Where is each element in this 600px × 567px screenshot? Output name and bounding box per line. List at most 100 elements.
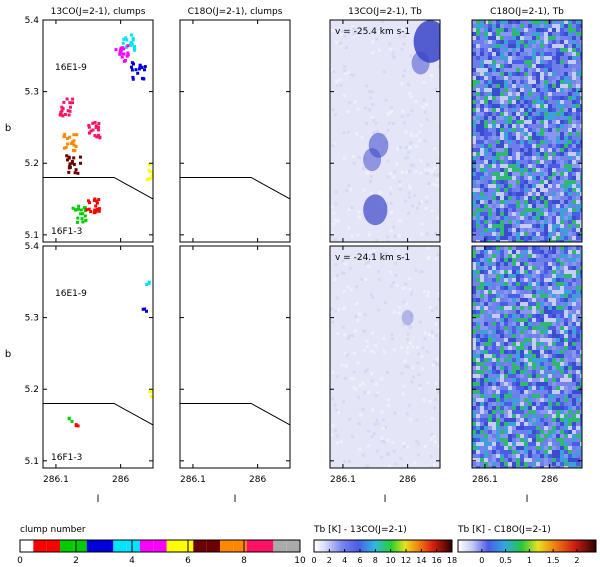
- noise-pixel: [524, 342, 528, 346]
- noise-pixel: [484, 52, 488, 56]
- noise-pixel: [544, 362, 548, 366]
- noise-pixel: [536, 80, 540, 84]
- clump-pixel: [89, 129, 93, 133]
- noise-pixel: [528, 314, 532, 318]
- noise-pixel: [572, 402, 576, 406]
- noise-pixel: [484, 458, 488, 462]
- noise-pixel: [492, 450, 496, 454]
- noise-pixel: [374, 393, 378, 397]
- noise-pixel: [512, 254, 516, 258]
- noise-pixel: [508, 438, 512, 442]
- noise-pixel: [560, 48, 564, 52]
- noise-pixel: [580, 116, 582, 120]
- noise-pixel: [508, 48, 512, 52]
- noise-pixel: [512, 270, 516, 274]
- noise-pixel: [548, 422, 552, 426]
- noise-pixel: [560, 358, 564, 362]
- noise-pixel: [480, 112, 484, 116]
- noise-pixel: [412, 375, 415, 379]
- field-boundary-line: [180, 177, 290, 200]
- noise-pixel: [544, 426, 548, 430]
- velocity-label: v = -25.4 km s-1: [335, 27, 410, 37]
- noise-pixel: [363, 277, 367, 281]
- noise-pixel: [560, 250, 564, 254]
- panel-frame: [329, 19, 441, 243]
- noise-pixel: [540, 398, 544, 402]
- noise-pixel: [508, 270, 512, 274]
- noise-pixel: [484, 80, 488, 84]
- noise-pixel: [552, 318, 556, 322]
- noise-pixel: [340, 271, 344, 275]
- noise-pixel: [544, 346, 548, 350]
- noise-pixel: [540, 454, 544, 458]
- noise-pixel: [524, 212, 528, 216]
- noise-pixel: [572, 148, 576, 152]
- noise-pixel: [512, 278, 516, 282]
- x-tick-label: 286.1: [472, 475, 498, 485]
- noise-pixel: [401, 286, 405, 290]
- clump-pixel: [145, 309, 148, 313]
- noise-pixel: [524, 40, 528, 44]
- noise-pixel: [536, 294, 540, 298]
- noise-pixel: [375, 129, 379, 133]
- noise-pixel: [504, 156, 508, 160]
- noise-pixel: [512, 390, 516, 394]
- clump-pixel: [147, 162, 151, 166]
- noise-pixel: [572, 306, 576, 310]
- noise-pixel: [560, 168, 564, 172]
- noise-pixel: [560, 180, 564, 184]
- noise-pixel: [524, 442, 528, 446]
- noise-pixel: [508, 466, 512, 468]
- noise-pixel: [504, 406, 508, 410]
- noise-pixel: [580, 64, 582, 68]
- noise-pixel: [556, 458, 560, 462]
- noise-pixel: [544, 24, 548, 28]
- noise-pixel: [472, 406, 476, 410]
- noise-pixel: [492, 434, 496, 438]
- noise-pixel: [351, 25, 355, 29]
- noise-pixel: [480, 330, 484, 334]
- noise-pixel: [580, 120, 582, 124]
- noise-pixel: [540, 68, 544, 72]
- noise-pixel: [568, 72, 572, 76]
- noise-pixel: [548, 164, 552, 168]
- noise-pixel: [403, 359, 407, 363]
- noise-pixel: [544, 466, 548, 468]
- noise-pixel: [508, 318, 512, 322]
- noise-pixel: [516, 20, 520, 24]
- noise-pixel: [496, 96, 500, 100]
- noise-pixel: [360, 277, 364, 281]
- noise-pixel: [516, 338, 520, 342]
- noise-pixel: [520, 144, 524, 148]
- x-tick-label: 286: [399, 475, 416, 485]
- noise-pixel: [576, 454, 580, 458]
- noise-pixel: [556, 446, 560, 450]
- noise-pixel: [496, 44, 500, 48]
- noise-pixel: [492, 172, 496, 176]
- noise-pixel: [488, 378, 492, 382]
- noise-pixel: [540, 128, 544, 132]
- noise-pixel: [512, 250, 516, 254]
- noise-pixel: [335, 296, 339, 300]
- noise-pixel: [435, 178, 439, 181]
- noise-pixel: [564, 458, 568, 462]
- noise-pixel: [496, 172, 500, 176]
- clump-pixel: [118, 52, 122, 56]
- clump-pixel: [92, 211, 96, 215]
- noise-pixel: [544, 92, 548, 96]
- noise-pixel: [540, 458, 544, 462]
- clump-pixel: [91, 128, 95, 132]
- noise-pixel: [488, 406, 492, 410]
- noise-pixel: [434, 397, 438, 401]
- noise-pixel: [418, 383, 422, 387]
- noise-pixel: [508, 164, 512, 168]
- noise-pixel: [488, 286, 492, 290]
- noise-pixel: [484, 192, 488, 196]
- noise-pixel: [532, 72, 536, 76]
- noise-pixel: [564, 64, 568, 68]
- noise-pixel: [370, 435, 374, 439]
- noise-pixel: [516, 290, 520, 294]
- noise-pixel: [492, 250, 496, 254]
- noise-pixel: [500, 414, 504, 418]
- noise-pixel: [556, 262, 560, 266]
